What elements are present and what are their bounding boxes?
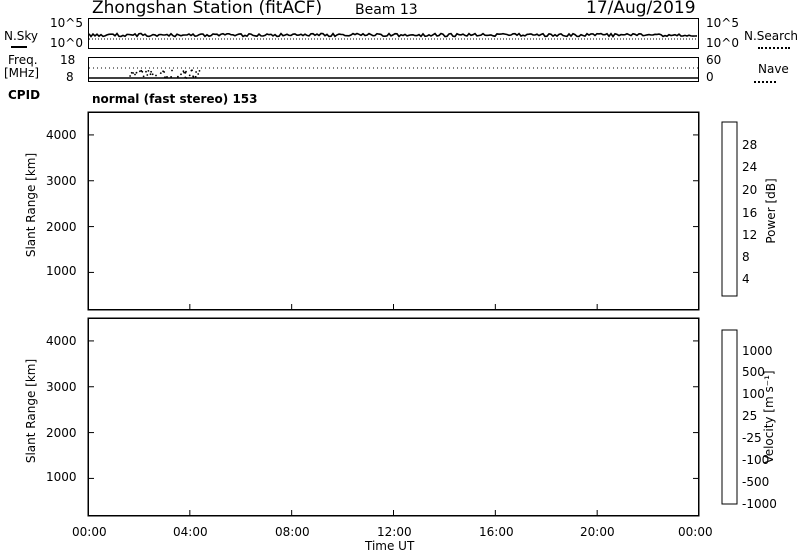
x-tick: 16:00 xyxy=(479,525,514,539)
nave-tick-top: 60 xyxy=(706,53,722,67)
cpid-value: normal (fast stereo) 153 xyxy=(92,92,258,106)
nsky-tick-bottom: 10^0 xyxy=(50,36,83,50)
velocity-cbar-tick: 1000 xyxy=(742,344,773,358)
beam-label: Beam 13 xyxy=(355,2,418,18)
freq-label-1: Freq. xyxy=(8,53,38,67)
x-tick: 04:00 xyxy=(173,525,208,539)
power-cbar-tick: 28 xyxy=(742,138,758,152)
freq-tick-top: 18 xyxy=(60,53,76,67)
velocity-ytick: 3000 xyxy=(46,380,77,394)
velocity-cbar-tick: 25 xyxy=(742,409,758,423)
freq-tick-bottom: 8 xyxy=(66,70,74,84)
power-cbar-tick: 20 xyxy=(742,183,758,197)
x-tick: 12:00 xyxy=(377,525,412,539)
power-ytick: 1000 xyxy=(46,264,77,278)
power-ytick: 4000 xyxy=(46,128,77,142)
nsky-underline xyxy=(11,46,27,48)
power-cbar-tick: 8 xyxy=(742,250,750,264)
nave-dots xyxy=(754,81,776,83)
power-cbar-tick: 4 xyxy=(742,272,750,286)
power-cbar-tick: 24 xyxy=(742,160,758,174)
nave-tick-bottom: 0 xyxy=(706,70,714,84)
nave-label: Nave xyxy=(758,62,789,76)
nsky-tick-top: 10^5 xyxy=(50,16,83,30)
x-tick: 00:00 xyxy=(678,525,713,539)
velocity-cbar-tick: -1000 xyxy=(742,497,777,511)
nsearch-tick-top: 10^5 xyxy=(706,16,739,30)
cpid-label: CPID xyxy=(8,88,41,102)
power-ytick: 3000 xyxy=(46,174,77,188)
velocity-cbar-tick: 500 xyxy=(742,365,765,379)
velocity-ytick: 2000 xyxy=(46,426,77,440)
velocity-cbar-tick: -500 xyxy=(742,475,770,489)
nsky-panel xyxy=(88,18,699,49)
x-tick: 08:00 xyxy=(275,525,310,539)
date-label: 17/Aug/2019 xyxy=(586,0,696,18)
power-cbar-tick: 16 xyxy=(742,206,758,220)
nsearch-dots xyxy=(758,47,790,49)
nsearch-tick-bottom: 10^0 xyxy=(706,36,739,50)
velocity-cbar-tick: -100 xyxy=(742,453,770,467)
x-axis-label: Time UT xyxy=(365,539,415,553)
velocity-cbar-tick: -25 xyxy=(742,431,762,445)
x-tick: 20:00 xyxy=(580,525,615,539)
power-cbar-tick: 12 xyxy=(742,228,758,242)
power-ytick: 2000 xyxy=(46,220,77,234)
x-tick: 00:00 xyxy=(72,525,107,539)
power-panel xyxy=(88,112,699,310)
velocity-cbar-tick: 100 xyxy=(742,387,765,401)
freq-label-2: [MHz] xyxy=(4,66,40,80)
velocity-ytick: 1000 xyxy=(46,470,77,484)
station-title: Zhongshan Station (fitACF) xyxy=(92,0,323,18)
nsky-label: N.Sky xyxy=(4,29,39,43)
nsearch-label: N.Search xyxy=(744,29,799,43)
velocity-ytick: 4000 xyxy=(46,334,77,348)
